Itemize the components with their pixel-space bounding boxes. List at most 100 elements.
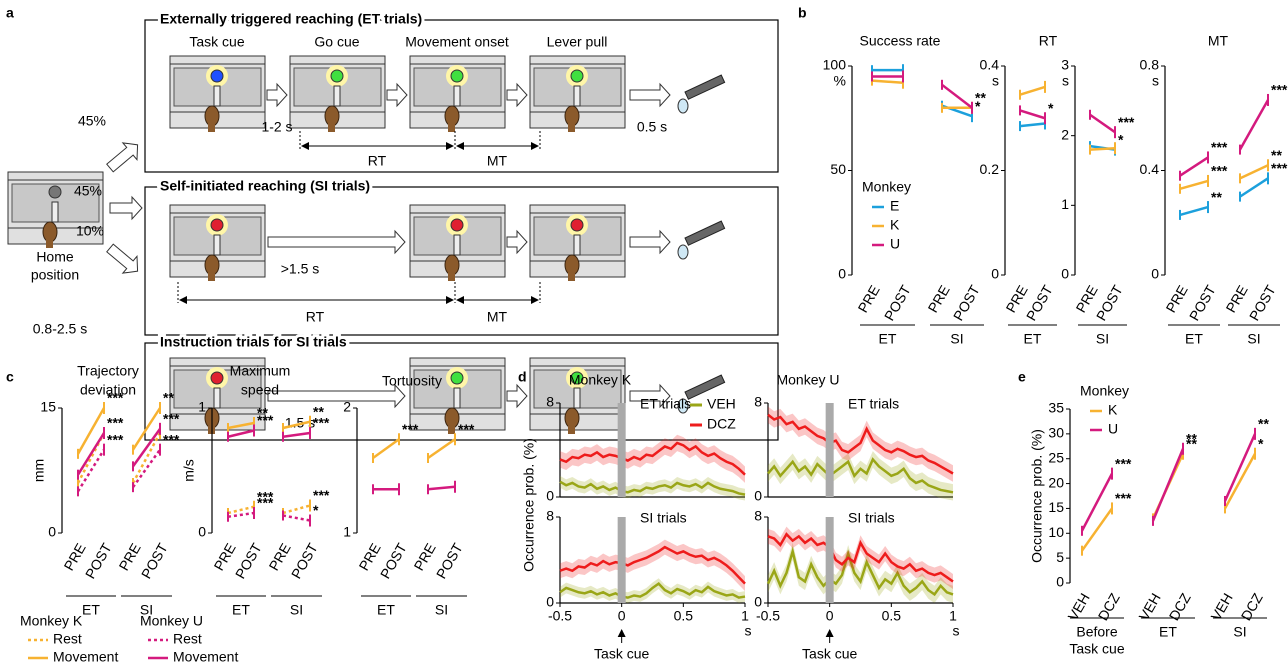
significance: *** [1271,82,1288,98]
chart-title: Success rate [860,33,941,49]
lever [453,85,461,107]
group-label: SI [140,602,153,618]
trial-type-title: Externally triggered reaching (ET trials… [160,11,422,27]
chart-subtitle: SI trials [848,510,895,526]
y-tick-label: 35 [1048,400,1064,416]
task-cue-bar [617,517,626,603]
x-tick-label: POST [377,540,410,581]
apparatus [409,204,506,281]
light [450,218,464,232]
lever [573,85,581,107]
significance: ** [163,390,174,406]
group-label: Before [1076,624,1117,640]
y-axis-label: Occurrence prob. (%) [1029,429,1045,563]
x-tick-label: PRE [411,540,439,573]
x-tick-label: POST [138,540,171,581]
data-line [1080,507,1114,552]
y-tick-label: 0.4 [1140,161,1160,177]
interval-label: 1-2 s [261,119,292,135]
x-tick-label: 0.5 [882,608,902,624]
data-line [1089,146,1116,151]
apparatus [289,55,386,132]
probability: 45% [74,183,102,199]
y-tick-label: 5 [1056,549,1064,565]
y-tick-label: 0 [838,266,846,282]
data-line [1239,177,1269,198]
x-tick-label: PRE [925,282,953,315]
y-tick-label: 50 [830,161,846,177]
y-tick-label: 8 [754,394,762,410]
y-tick-label: 8 [546,508,554,524]
data-line [282,514,311,522]
data-line [282,504,311,515]
significance: ** [975,90,986,106]
data-line [1080,473,1114,532]
x-tick-label: POST [1186,282,1219,323]
apparatus [409,357,506,434]
interval-label: RT [306,309,325,325]
light [450,371,464,385]
arm [568,271,575,281]
task-cue-bar [617,403,626,497]
apparatus [169,55,266,132]
panel-label: b [798,5,807,21]
x-tick-label: -0.5 [548,608,572,624]
group-label: ET [1024,331,1042,347]
legend-label: Rest [53,631,82,647]
data-line [941,83,973,109]
y-tick-label: 0 [198,524,206,540]
panel-label: e [1018,369,1026,385]
significance: ** [1211,189,1222,205]
chart-title: MT [1208,33,1229,49]
light [210,69,224,83]
trial-box [144,342,779,441]
legend-title: Monkey [1080,383,1129,399]
data-line [76,449,106,492]
x-axis-label: s [953,623,960,639]
light [570,371,584,385]
group-label: SI [1233,624,1246,640]
flow-arrow [106,142,139,173]
lever [213,387,221,409]
significance: *** [1211,139,1228,155]
y-tick-label: 0 [1061,266,1069,282]
data-line [766,546,954,597]
data-line [1151,448,1185,522]
flow-arrow [386,82,408,108]
y-axis-label: mm [31,459,47,482]
x-tick-label: POST [232,540,265,581]
y-tick-label: 1 [1061,196,1069,212]
y-tick-label: 0 [48,524,56,540]
x-tick-label: 0.5 [674,608,694,624]
significance: *** [1118,114,1135,130]
probability: 45% [78,113,106,129]
significance: *** [1271,160,1288,176]
y-unit: % [834,73,846,89]
apparatus [529,357,626,434]
significance: * [1118,131,1124,147]
legend-label: Movement [53,649,118,665]
arm [448,271,455,281]
data-line [427,438,456,460]
chart-title: Trajectory [77,363,139,379]
lever [213,85,221,107]
significance: *** [402,421,419,437]
significance: *** [257,488,274,504]
light [450,69,464,83]
significance: ** [257,405,268,421]
significance: *** [107,431,124,447]
chart-title: Monkey K [569,372,632,388]
group-label: ET [1159,624,1177,640]
legend-label: K [890,217,900,233]
data-line [1179,205,1209,217]
data-line [131,407,162,451]
data-line [559,480,746,496]
chart-title: Monkey U [776,372,839,388]
flow-arrow [506,82,528,108]
significance: *** [1211,163,1228,179]
chart-title: Maximum [230,363,291,379]
lever [333,85,341,107]
y-tick-label: 25 [1048,449,1064,465]
reward-spout [684,374,726,400]
